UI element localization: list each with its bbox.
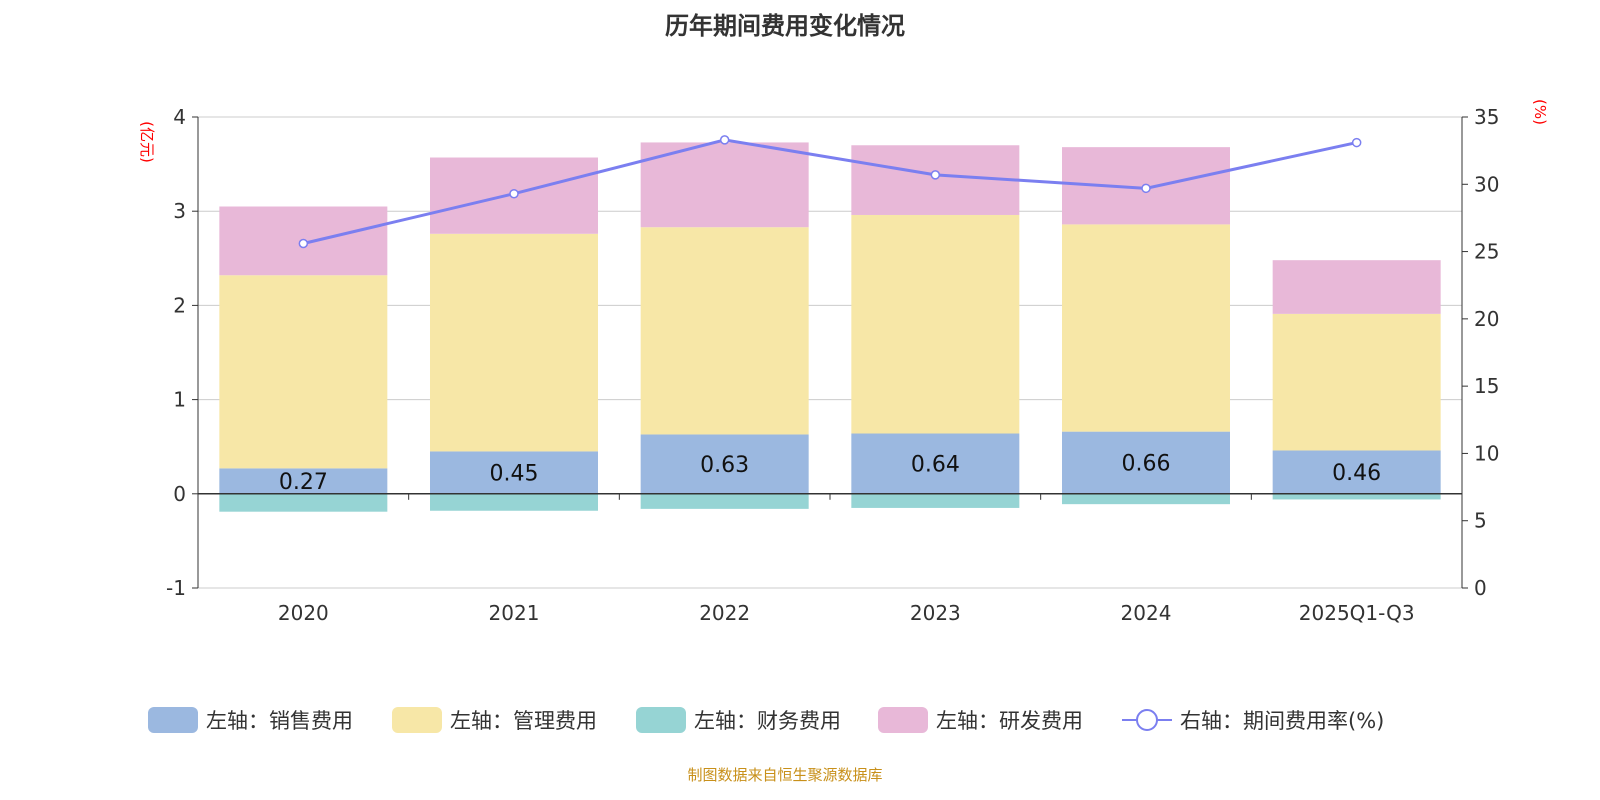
bar-segment — [1062, 431, 1230, 494]
right-tick-label: 20 — [1474, 307, 1499, 331]
legend-label: 左轴：财务费用 — [694, 709, 841, 733]
bar-data-label: 0.64 — [911, 453, 960, 478]
rate-point — [509, 188, 519, 199]
bar-segment — [430, 493, 598, 511]
bar-segment — [640, 434, 809, 494]
right-axis-label: (%) — [1531, 99, 1549, 125]
legend-label: 左轴：管理费用 — [450, 709, 597, 733]
bar-segment — [1272, 450, 1441, 494]
bar-segment — [1272, 313, 1441, 451]
right-tick-label: 30 — [1474, 172, 1499, 196]
left-tick-label: -1 — [166, 576, 186, 600]
bar-segment — [1272, 493, 1441, 500]
x-tick-label: 2022 — [699, 601, 750, 625]
x-tick-label: 2025Q1-Q3 — [1299, 601, 1415, 625]
left-tick-label: 2 — [173, 293, 186, 317]
right-tick-label: 35 — [1474, 105, 1499, 129]
legend-swatch — [392, 707, 442, 733]
left-tick-label: 4 — [173, 105, 186, 129]
right-tick-label: 5 — [1474, 509, 1487, 533]
rate-point — [930, 170, 941, 180]
left-tick-label: 3 — [173, 199, 186, 223]
bar-segment — [1272, 260, 1441, 314]
rate-point — [719, 135, 730, 145]
bar-segment — [1062, 493, 1230, 505]
bar-data-label: 0.45 — [490, 462, 539, 487]
bar-segment — [640, 493, 809, 509]
legend-swatch — [148, 707, 198, 733]
legend-label: 右轴：期间费用率(%) — [1180, 709, 1384, 733]
bar-segment — [851, 145, 1020, 215]
rate-point — [1141, 183, 1151, 194]
bar-segment — [851, 433, 1020, 494]
x-tick-label: 2024 — [1121, 601, 1172, 625]
bar-segment — [640, 227, 809, 435]
x-tick-label: 2023 — [910, 601, 961, 625]
bar-segment — [1062, 224, 1230, 432]
right-tick-label: 25 — [1474, 240, 1499, 264]
bar-segment — [851, 493, 1020, 508]
x-tick-label: 2020 — [278, 601, 329, 625]
x-tick-label: 2021 — [489, 601, 540, 625]
right-tick-label: 10 — [1474, 441, 1499, 465]
legend-swatch — [878, 707, 928, 733]
bar-data-label: 0.63 — [700, 453, 749, 478]
source-footer: 制图数据来自恒生聚源数据库 — [687, 766, 883, 784]
bar-data-label: 0.27 — [279, 470, 328, 495]
bar-segment — [219, 468, 388, 494]
rate-line — [302, 138, 1357, 245]
bar-segment — [219, 275, 388, 469]
legend-label: 左轴：销售费用 — [206, 709, 353, 733]
bar-data-label: 0.46 — [1332, 461, 1381, 486]
right-tick-label: 0 — [1474, 576, 1487, 600]
rate-point — [1351, 137, 1362, 148]
bar-segment — [640, 142, 809, 228]
chart-title: 历年期间费用变化情况 — [665, 12, 905, 40]
legend-circle-icon — [1136, 709, 1158, 731]
left-tick-label: 0 — [173, 482, 186, 506]
bar-segment — [219, 493, 388, 512]
legend-swatch — [636, 707, 686, 733]
left-tick-label: 1 — [173, 388, 186, 412]
rate-point — [298, 238, 309, 249]
bar-segment — [430, 233, 598, 452]
bar-data-label: 0.66 — [1122, 452, 1171, 477]
legend-label: 左轴：研发费用 — [936, 709, 1083, 733]
left-axis-label: (亿元) — [138, 121, 156, 163]
right-tick-label: 15 — [1474, 374, 1499, 398]
bar-segment — [851, 214, 1020, 434]
bar-segment — [430, 451, 598, 494]
